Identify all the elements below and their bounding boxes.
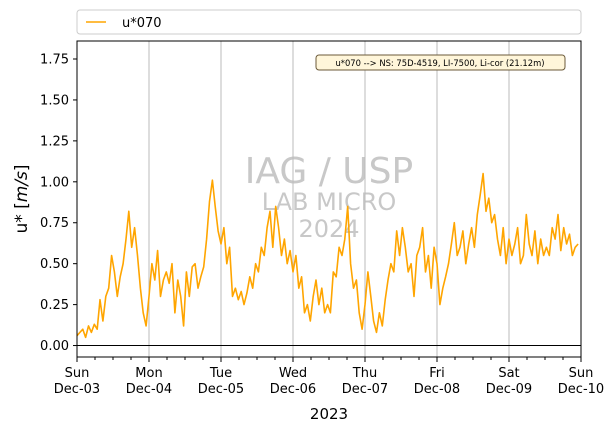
plot-area	[77, 41, 581, 357]
x-tick-label-day: Thu	[352, 366, 377, 381]
x-tick-label-date: Dec-06	[270, 382, 316, 397]
watermark-line-2: LAB MICRO	[262, 188, 397, 216]
grid	[148, 41, 510, 357]
y-axis-label: u* [m/s]	[12, 164, 32, 233]
x-tick-label-date: Dec-07	[342, 382, 388, 397]
series-line-ustar070	[76, 172, 579, 339]
y-axis-label-unit: m/s	[12, 171, 32, 202]
y-axis-label-main: u* [	[12, 202, 32, 233]
legend: u*070	[76, 9, 582, 35]
annotation: u*070 --> NS: 75D-4519, LI-7500, Li-cor …	[315, 54, 566, 71]
x-tick-label-day: Sat	[498, 366, 519, 381]
annotation-text: u*070 --> NS: 75D-4519, LI-7500, Li-cor …	[335, 58, 544, 68]
x-tick-label-day: Sun	[569, 366, 594, 381]
watermark: IAG / USP LAB MICRO 2024	[245, 151, 413, 243]
y-tick-label: 0.75	[40, 216, 69, 231]
x-tick-label-day: Sun	[65, 366, 90, 381]
x-tick-label-date: Dec-04	[126, 382, 172, 397]
y-tick-label: 1.75	[40, 53, 69, 68]
annotation-box	[315, 54, 566, 71]
x-tick-label-date: Dec-03	[54, 382, 100, 397]
y-tick-label: 0.50	[40, 257, 69, 272]
x-axis: SunDec-03MonDec-04TueDec-05WedDec-06ThuD…	[54, 357, 604, 397]
x-tick-label-date: Dec-08	[414, 382, 460, 397]
legend-label: u*070	[122, 16, 162, 31]
y-tick-label: 0.25	[40, 298, 69, 313]
x-axis-label: 2023	[310, 405, 348, 423]
y-tick-label: 1.50	[40, 93, 69, 108]
y-axis: 0.00 0.25 0.50 0.75 1.00 1.25 1.50 1.75	[40, 53, 77, 354]
legend-frame	[76, 9, 582, 35]
x-tick-label-day: Mon	[135, 366, 162, 381]
x-tick-label-date: Dec-10	[558, 382, 604, 397]
y-tick-label: 1.25	[40, 134, 69, 149]
y-axis-label-end: ]	[12, 164, 32, 171]
x-tick-label-day: Tue	[209, 366, 232, 381]
x-tick-label-date: Dec-05	[198, 382, 244, 397]
watermark-line-1: IAG / USP	[245, 151, 413, 192]
y-tick-label: 0.00	[40, 339, 69, 354]
watermark-line-3: 2024	[298, 215, 359, 243]
x-tick-label-date: Dec-09	[486, 382, 532, 397]
x-tick-label-day: Fri	[429, 366, 445, 381]
y-tick-label: 1.00	[40, 175, 69, 190]
x-tick-label-day: Wed	[279, 366, 307, 381]
